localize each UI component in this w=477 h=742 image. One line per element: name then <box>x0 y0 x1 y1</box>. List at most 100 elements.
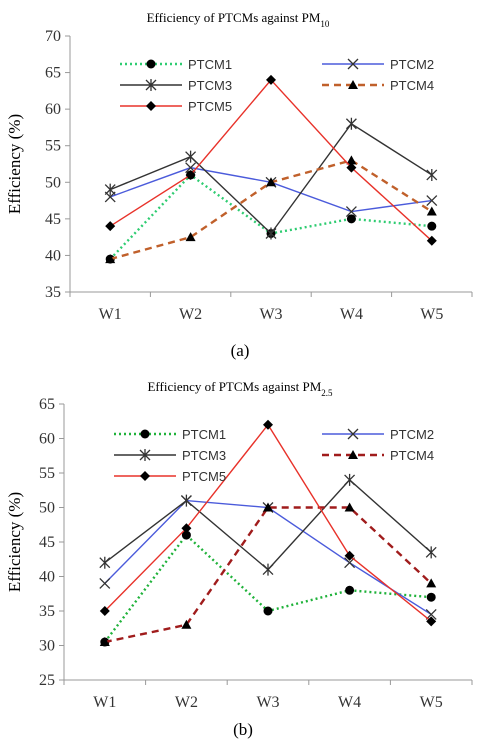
series-line <box>104 478 432 571</box>
data-point <box>99 577 111 589</box>
x-tick-label: W2 <box>175 694 198 711</box>
data-point <box>346 155 357 165</box>
y-tick-label: 45 <box>45 211 61 228</box>
data-point <box>185 150 197 163</box>
data-point <box>266 177 276 187</box>
legend-label: PTCM4 <box>390 448 434 463</box>
y-axis-label: Efficiency (%) <box>5 492 24 592</box>
data-point <box>104 183 116 196</box>
legend-item: PTCM5 <box>114 469 226 484</box>
legend-label: PTCM2 <box>390 427 434 442</box>
data-point <box>266 74 276 85</box>
series-ptcm5 <box>99 419 437 627</box>
data-point <box>105 254 116 264</box>
x-tick-label: W1 <box>93 694 116 711</box>
y-tick-label: 35 <box>39 603 55 620</box>
legend-item: PTCM2 <box>322 427 434 442</box>
chart-0: Efficiency of PTCMs against PM10 35 40 45 50… <box>5 10 473 360</box>
data-point <box>265 227 277 240</box>
data-point <box>345 585 355 595</box>
series-line <box>109 159 433 261</box>
legend-label: PTCM1 <box>182 427 226 442</box>
legend-swatch-marker <box>347 428 359 440</box>
chart-caption: (b) <box>233 720 253 739</box>
y-tick-label: 55 <box>39 465 55 482</box>
y-tick-label: 55 <box>45 138 61 155</box>
legend-item: PTCM1 <box>120 57 232 72</box>
y-tick-label: 65 <box>45 65 61 82</box>
data-point <box>263 606 273 616</box>
series-ptcm5 <box>105 74 437 246</box>
legend-swatch-marker <box>140 471 150 481</box>
legend-swatch-marker <box>146 59 156 69</box>
y-tick-label: 50 <box>45 174 61 191</box>
data-point <box>346 162 357 173</box>
series-line <box>104 499 432 616</box>
data-point <box>425 546 437 559</box>
legend-swatch-marker <box>140 429 150 439</box>
legend-swatch-marker <box>146 101 156 111</box>
x-tick-label: W3 <box>256 694 279 711</box>
y-tick-label: 40 <box>39 569 55 586</box>
legend-item: PTCM2 <box>322 57 434 72</box>
series-line <box>103 533 432 643</box>
x-tick-label: W5 <box>420 306 443 323</box>
x-tick-label: W2 <box>179 306 202 323</box>
y-tick-label: 50 <box>39 500 55 517</box>
legend-item: PTCM1 <box>114 427 226 442</box>
data-point <box>263 502 273 512</box>
data-point <box>426 168 438 181</box>
data-point <box>185 169 196 180</box>
chart-caption: (a) <box>231 341 250 360</box>
y-tick-label: 25 <box>39 672 55 689</box>
x-tick-label: W4 <box>338 694 361 711</box>
legend-label: PTCM5 <box>182 469 226 484</box>
y-tick-label: 45 <box>39 534 55 551</box>
x-tick-label: W1 <box>99 306 122 323</box>
data-point <box>346 214 356 224</box>
legend-item: PTCM4 <box>322 78 434 93</box>
data-point <box>262 563 274 576</box>
series-ptcm3 <box>99 473 437 576</box>
data-point <box>426 578 437 588</box>
data-point <box>181 523 192 534</box>
data-point <box>181 619 192 629</box>
y-tick-label: 30 <box>39 638 55 655</box>
legend-item: PTCM4 <box>322 448 434 463</box>
series-ptcm2 <box>99 495 437 620</box>
chart-1: Efficiency of PTCMs against PM2.5 25 30 35 4… <box>5 379 473 739</box>
series-ptcm4 <box>105 155 437 264</box>
legend-label: PTCM3 <box>188 78 232 93</box>
x-tick-label: W4 <box>340 306 363 323</box>
data-point <box>263 419 273 430</box>
data-point <box>345 117 357 130</box>
data-point <box>426 592 436 602</box>
legend-swatch-marker <box>145 79 157 91</box>
data-point <box>99 637 110 647</box>
y-tick-label: 60 <box>45 101 61 118</box>
y-tick-label: 40 <box>45 247 61 264</box>
data-point <box>181 530 191 540</box>
data-point <box>427 221 437 231</box>
legend: PTCM1 PTCM2 PTCM3 PTCM4 PTCM5 <box>120 57 434 114</box>
data-point <box>426 616 437 627</box>
data-point <box>344 473 356 486</box>
legend-item: PTCM3 <box>120 78 232 93</box>
legend-label: PTCM5 <box>188 99 232 114</box>
data-point <box>185 232 196 242</box>
series-line <box>109 166 432 213</box>
series-ptcm3 <box>104 117 438 240</box>
chart-title: Efficiency of PTCMs against PM10 <box>147 10 330 29</box>
legend-item: PTCM3 <box>114 448 226 463</box>
legend-swatch-marker <box>348 450 358 459</box>
data-point <box>345 206 357 218</box>
series-line <box>109 78 433 242</box>
data-point <box>344 502 355 512</box>
data-point <box>426 235 437 246</box>
x-tick-label: W5 <box>420 694 443 711</box>
y-tick-label: 35 <box>45 284 61 301</box>
chart-title: Efficiency of PTCMs against PM2.5 <box>147 379 333 398</box>
series-ptcm4 <box>99 502 437 647</box>
legend-label: PTCM2 <box>390 57 434 72</box>
